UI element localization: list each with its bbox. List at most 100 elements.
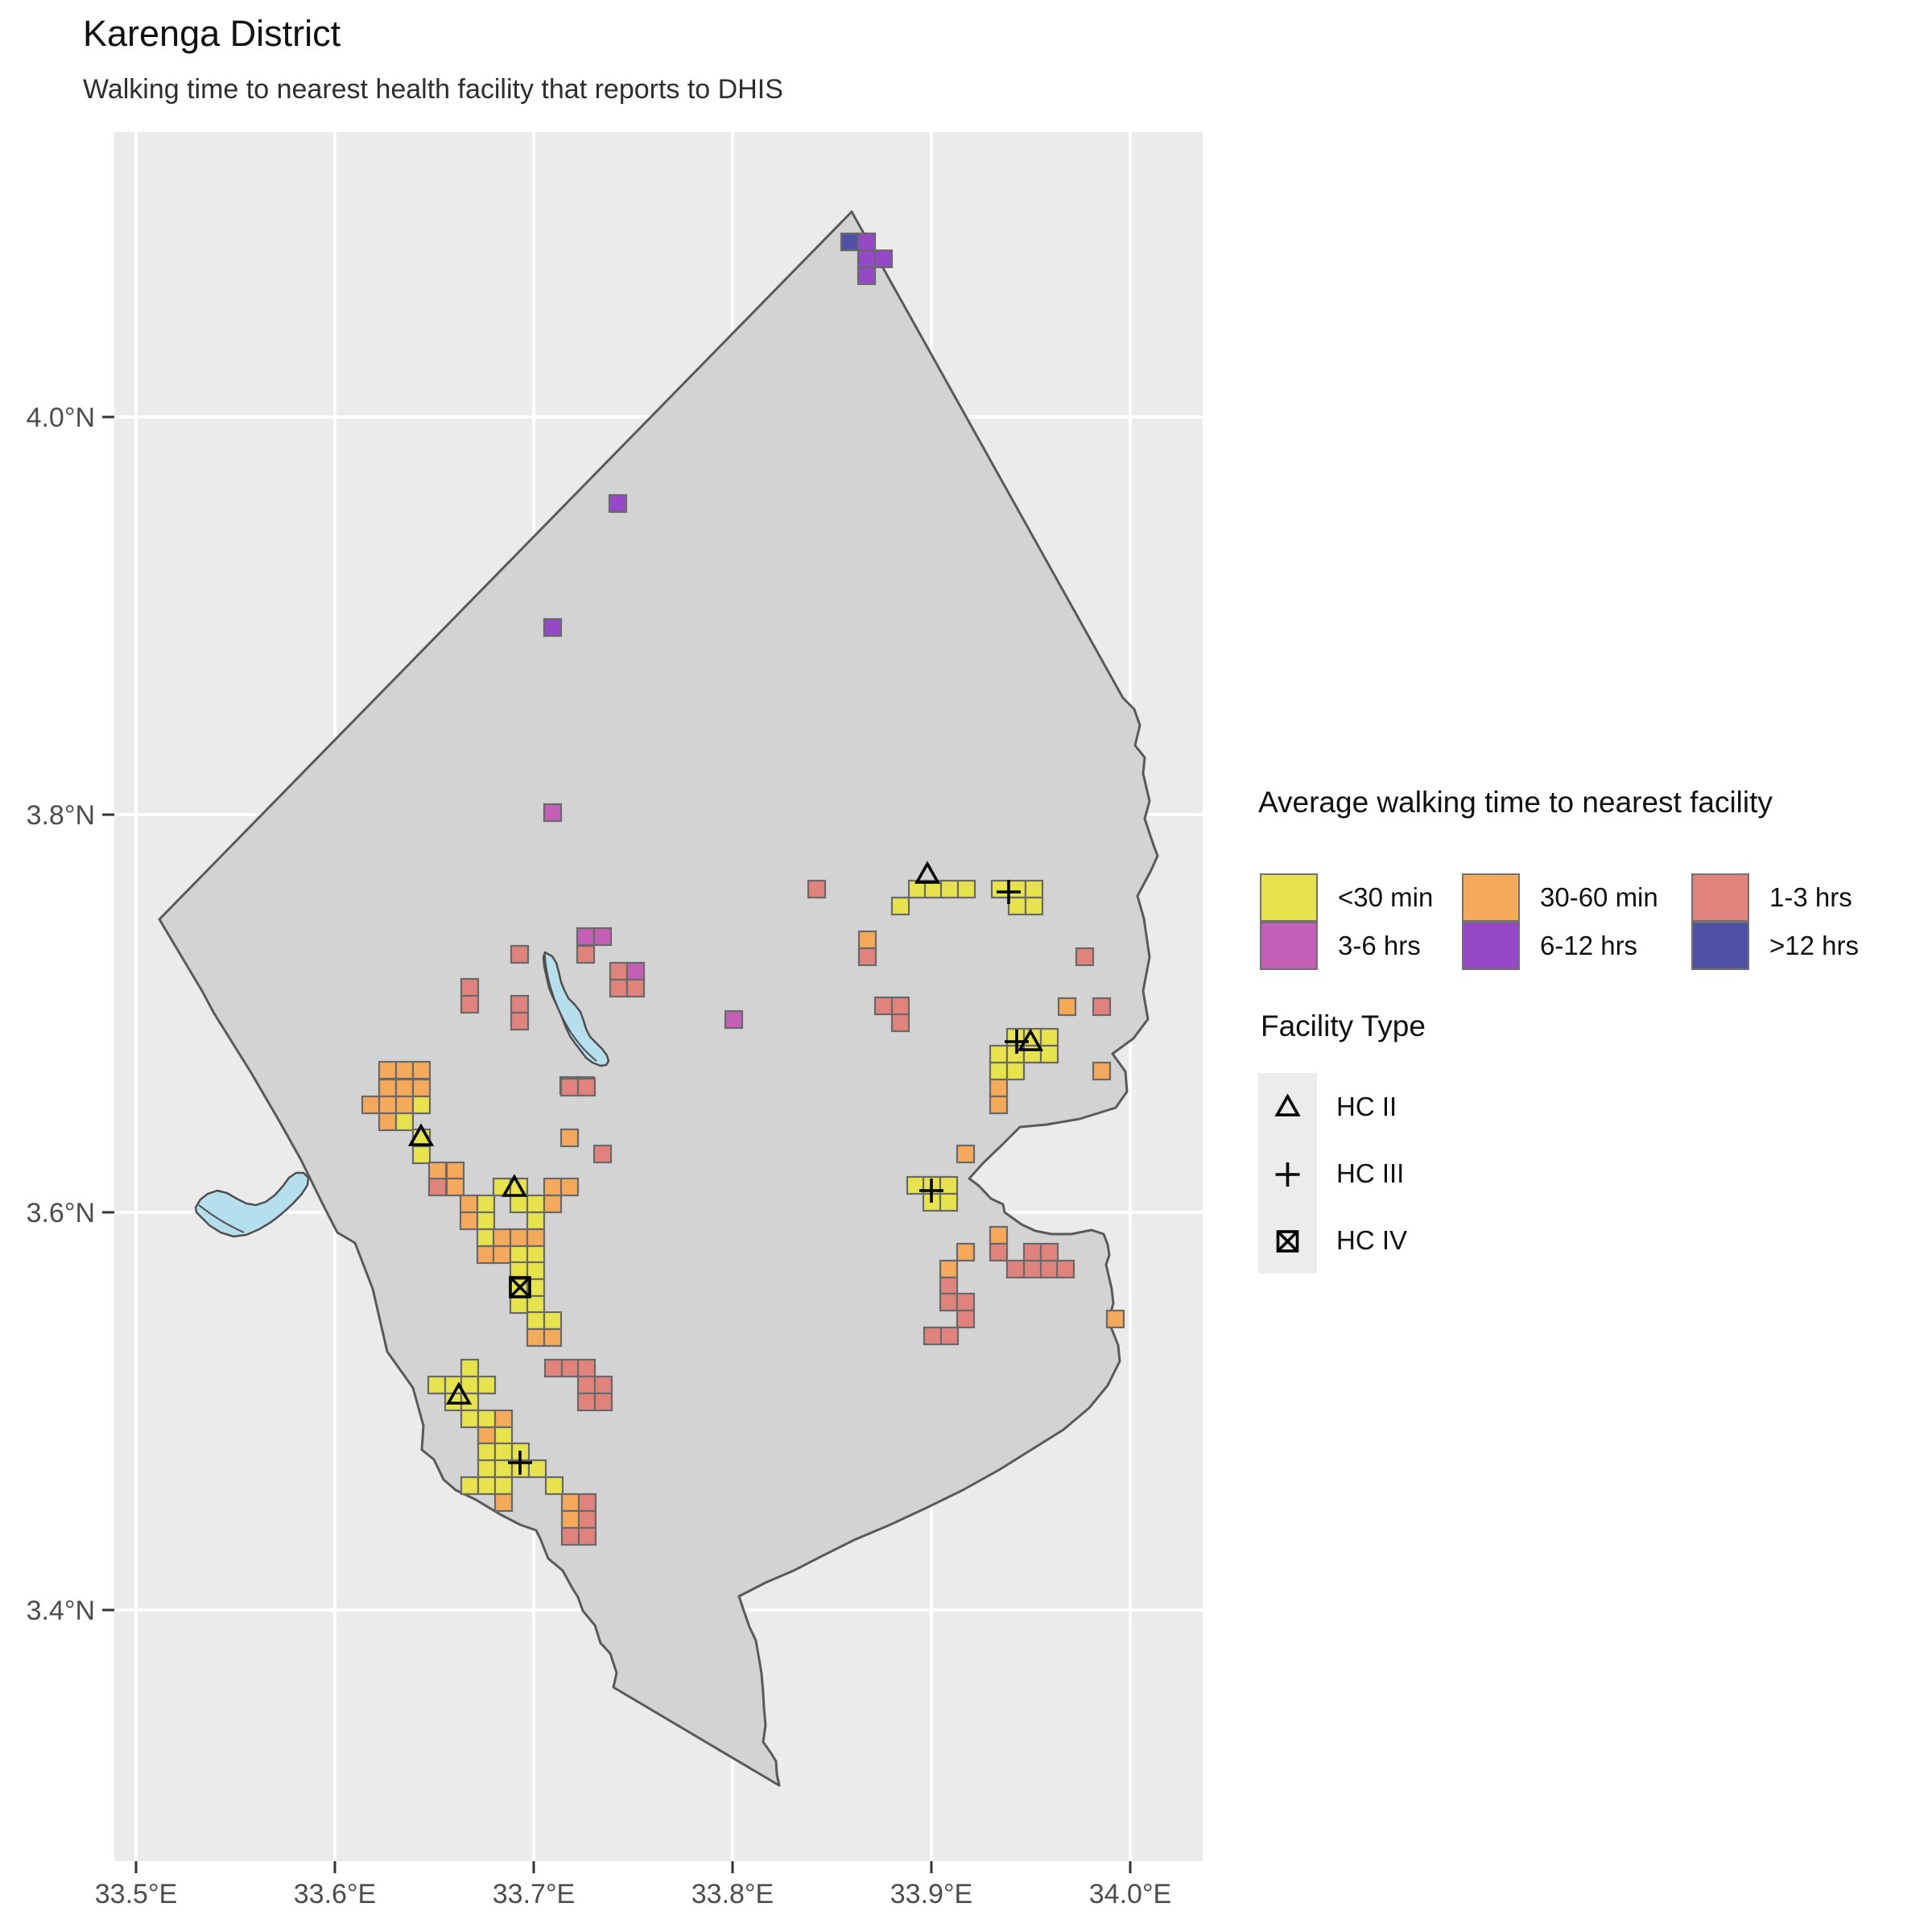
- y-tick-label: 3.8°N: [27, 800, 95, 831]
- y-tick-label: 4.0°N: [27, 402, 95, 433]
- grid-cell: [493, 1442, 514, 1462]
- legend-swatch-t612: [1462, 922, 1520, 970]
- grid-cell: [1039, 1242, 1059, 1262]
- grid-cell: [807, 879, 827, 899]
- grid-cell: [543, 1327, 563, 1348]
- grid-cell: [1057, 997, 1077, 1017]
- grid-cell: [923, 1326, 943, 1346]
- grid-cell: [1005, 1061, 1026, 1081]
- grid-cell: [576, 1392, 597, 1412]
- grid-cell: [394, 1060, 415, 1080]
- grid-cell: [577, 1509, 597, 1530]
- grid-cell: [857, 266, 877, 286]
- legend-label: >12 hrs: [1769, 931, 1859, 960]
- grid-cell: [1055, 1259, 1075, 1279]
- grid-cell: [989, 1061, 1009, 1081]
- grid-cell: [890, 896, 910, 916]
- grid-cell: [609, 978, 629, 998]
- grid-cell: [939, 1276, 959, 1296]
- grid-cell: [510, 944, 530, 964]
- hc2-triangle-icon: [445, 1381, 473, 1405]
- lake-divider: [198, 1204, 245, 1233]
- grid-cell: [873, 249, 894, 269]
- hc3-plus-icon: [1005, 1030, 1029, 1054]
- grid-cell: [560, 1526, 580, 1546]
- grid-cell: [625, 978, 646, 998]
- grid-cell: [544, 1476, 564, 1496]
- grid-cell: [1024, 879, 1044, 899]
- grid-cell: [576, 927, 596, 947]
- grid-cell: [956, 1242, 976, 1262]
- grid-cell: [608, 493, 628, 514]
- grid-cell: [427, 1375, 447, 1395]
- grid-cell: [492, 1228, 512, 1248]
- legend-label: 3-6 hrs: [1338, 931, 1421, 960]
- grid-cell: [477, 1409, 497, 1429]
- grid-cell: [593, 1392, 613, 1412]
- grid-cell: [890, 996, 910, 1016]
- x-tick-label: 33.7°E: [493, 1879, 575, 1909]
- grid-cell: [460, 994, 480, 1014]
- grid-cell: [890, 1013, 910, 1033]
- facility-legend-title: Facility Type: [1261, 1009, 1426, 1042]
- grid-cell: [510, 994, 530, 1014]
- legend-swatch-t12: [1691, 922, 1749, 970]
- hc4-square-icon: [1276, 1230, 1299, 1253]
- hc3-plus-icon: [919, 1179, 943, 1203]
- grid-cell: [1007, 879, 1027, 899]
- grid-cell: [378, 1112, 398, 1132]
- grid-cell: [543, 1177, 563, 1197]
- grid-cell: [956, 1292, 976, 1312]
- grid-cell: [1075, 947, 1095, 967]
- grid-cell: [493, 1492, 514, 1513]
- grid-cell: [526, 1211, 546, 1231]
- grid-cell: [509, 1228, 529, 1248]
- grid-cell: [857, 947, 877, 967]
- grid-cell: [625, 961, 646, 981]
- grid-cell: [543, 1311, 563, 1331]
- facility-legend-row: HC IV: [1258, 1207, 1407, 1274]
- grid-cell: [427, 1177, 448, 1197]
- grid-cell: [939, 1192, 959, 1212]
- hc2-triangle-icon: [1274, 1093, 1301, 1117]
- grid-cell: [493, 1476, 514, 1496]
- grid-cell: [990, 879, 1010, 899]
- grid-cell: [445, 1161, 465, 1181]
- facility-legend-row: HC II: [1258, 1073, 1407, 1140]
- grid-cell: [989, 1095, 1009, 1115]
- grid-cell: [460, 1476, 480, 1496]
- grid-cell: [576, 1358, 597, 1378]
- x-tick-label: 33.6°E: [294, 1879, 376, 1909]
- grid-cell: [394, 1078, 415, 1098]
- grid-cell: [543, 803, 563, 823]
- facility-key: [1258, 1073, 1317, 1140]
- grid-cell: [1092, 997, 1112, 1017]
- grid-cell: [1092, 1061, 1112, 1081]
- grid-cell: [1007, 896, 1027, 916]
- grid-cell: [956, 1309, 976, 1329]
- grid-cell: [526, 1228, 546, 1248]
- grid-cell: [493, 1426, 514, 1446]
- y-tick-label: 3.4°N: [27, 1596, 95, 1626]
- grid-cell: [411, 1060, 431, 1080]
- grid-cell: [956, 879, 976, 899]
- grid-cell: [378, 1060, 398, 1080]
- grid-cell: [560, 1358, 580, 1378]
- facility-label: HC IV: [1336, 1224, 1408, 1255]
- facility-key: [1258, 1207, 1317, 1274]
- legend-label: 1-3 hrs: [1769, 882, 1852, 912]
- grid-cell: [476, 1211, 496, 1231]
- grid-cell: [493, 1409, 514, 1429]
- hc2-triangle-icon: [407, 1123, 435, 1146]
- facility-legend: HC II HC III HC IV: [1258, 1073, 1407, 1274]
- grid-cell: [1024, 896, 1044, 916]
- grid-cell: [1039, 1259, 1059, 1279]
- hc3-plus-icon: [508, 1451, 532, 1475]
- grid-cell: [526, 1194, 546, 1214]
- legend-swatch-t60: [1462, 873, 1520, 922]
- grid-cell: [378, 1095, 398, 1115]
- grid-cell: [1105, 1309, 1125, 1329]
- grid-cell: [857, 232, 877, 252]
- grid-cell: [476, 1245, 496, 1265]
- grid-cell: [411, 1078, 431, 1098]
